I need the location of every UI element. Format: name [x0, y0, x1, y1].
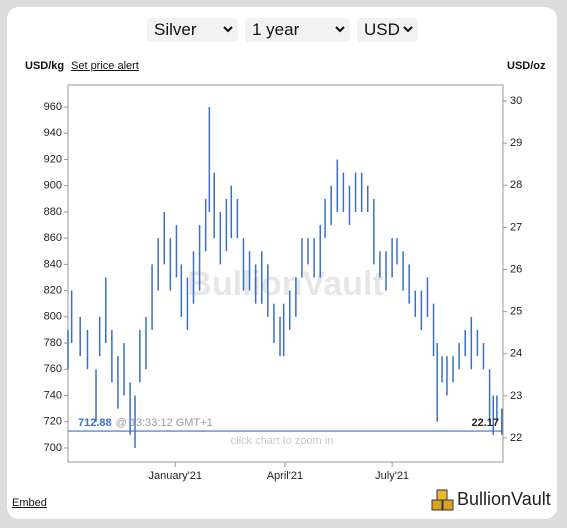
y-tick-label: 740 [44, 389, 62, 401]
y2-tick-label: 30 [510, 95, 522, 107]
logo-text: BullionVault [457, 489, 551, 509]
chevron [335, 26, 345, 33]
y-tick-label: 720 [44, 416, 62, 428]
widget: Silver 1 year USD USD/kg Set price alert… [7, 7, 557, 519]
current-price: 712.88 [78, 417, 112, 429]
y-tick-label: 700 [44, 442, 62, 454]
chevron [403, 26, 413, 33]
y-tick-label: 960 [44, 101, 62, 113]
y-tick-label: 760 [44, 363, 62, 375]
y2-tick-label: 29 [510, 137, 522, 149]
y-tick-label: 940 [44, 127, 62, 139]
y2-tick-label: 24 [510, 348, 522, 360]
currency-select[interactable]: USD [357, 18, 418, 42]
current-price-label: 712.88 @ 13:33:12 GMT+1 [78, 417, 213, 429]
y-tick-label: 840 [44, 258, 62, 270]
zoom-hint: click chart to zoom in [231, 435, 334, 447]
x-tick-label: April'21 [267, 470, 303, 482]
period-value: 1 year [252, 20, 300, 39]
y2-tick-label: 26 [510, 263, 522, 275]
y2-tick-label: 27 [510, 221, 522, 233]
x-tick-label: January'21 [148, 470, 201, 482]
y-tick-label: 880 [44, 206, 62, 218]
y2-tick-label: 25 [510, 306, 522, 318]
current-price-oz: 22.17 [471, 417, 499, 429]
embed-link[interactable]: Embed [12, 497, 47, 509]
y-axis-unit: USD/kg [25, 60, 65, 72]
plot-frame [67, 84, 504, 463]
period-select[interactable]: 1 year [245, 18, 350, 42]
y-tick-label: 920 [44, 153, 62, 165]
y-tick-label: 820 [44, 285, 62, 297]
price-alert-link[interactable]: Set price alert [71, 60, 139, 72]
x-tick-label: July'21 [375, 470, 409, 482]
y-tick-label: 780 [44, 337, 62, 349]
chevron [223, 26, 233, 33]
metal-select[interactable]: Silver [147, 18, 238, 42]
y2-tick-label: 28 [510, 179, 522, 191]
y-tick-label: 860 [44, 232, 62, 244]
y-tick-label: 800 [44, 311, 62, 323]
currency-value: USD [364, 20, 400, 39]
watermark: BullionVault [187, 265, 383, 303]
current-time: @ 13:33:12 GMT+1 [116, 417, 213, 429]
y-tick-label: 900 [44, 180, 62, 192]
y2-tick-label: 22 [510, 432, 522, 444]
metal-value: Silver [154, 20, 197, 39]
logo-icon [431, 489, 454, 511]
y2-tick-label: 23 [510, 390, 522, 402]
y2-axis-unit: USD/oz [507, 60, 546, 72]
